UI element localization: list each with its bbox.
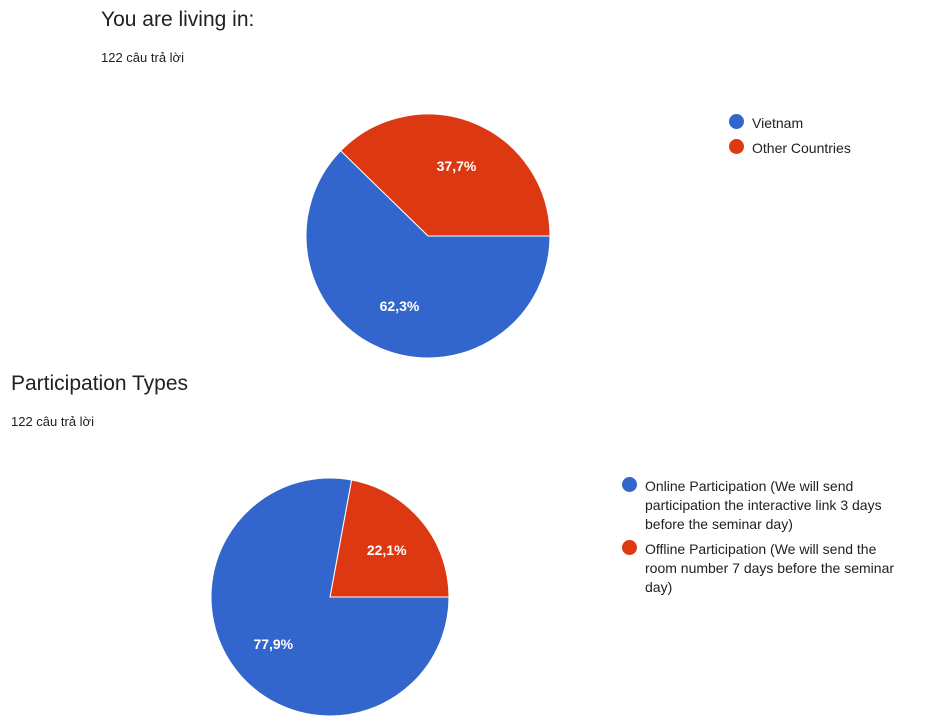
pie-slice-offline[interactable] xyxy=(329,479,450,598)
legend-item-offline[interactable]: Offline Participation (We will send the … xyxy=(622,540,912,597)
legend-label: Vietnam xyxy=(752,115,804,131)
pie-slice-online[interactable] xyxy=(210,477,450,716)
legend-item-online[interactable]: Online Participation (We will send parti… xyxy=(622,477,912,534)
chart-title: You are living in: xyxy=(101,8,255,31)
slice-percent-label: 77,9% xyxy=(253,636,293,652)
slice-percent-label: 22,1% xyxy=(367,542,407,558)
legend-label: Online Participation (We will send parti… xyxy=(645,478,882,532)
legend-dot-icon xyxy=(729,114,744,129)
chart-legend: Vietnam Other Countries xyxy=(729,114,909,164)
chart-legend: Online Participation (We will send parti… xyxy=(622,477,912,603)
legend-label: Offline Participation (We will send the … xyxy=(645,541,895,595)
pie-chart: 37,7% 62,3% xyxy=(305,113,551,359)
pie-slice-vietnam[interactable] xyxy=(305,150,551,359)
legend-dot-icon xyxy=(729,139,744,154)
chart-living-in: You are living in: 122 câu trả lời 37,7%… xyxy=(101,8,909,359)
legend-item-vietnam[interactable]: Vietnam xyxy=(729,114,909,133)
slice-percent-label: 62,3% xyxy=(380,298,420,314)
pie-slice-other[interactable] xyxy=(339,113,551,237)
legend-label: Other Countries xyxy=(752,140,851,156)
response-count: 122 câu trả lời xyxy=(101,50,184,65)
pie-chart: 22,1% 77,9% xyxy=(210,477,450,716)
legend-item-other-countries[interactable]: Other Countries xyxy=(729,139,909,158)
legend-dot-icon xyxy=(622,540,637,555)
legend-dot-icon xyxy=(622,477,637,492)
response-count: 122 câu trả lời xyxy=(11,414,94,429)
slice-percent-label: 37,7% xyxy=(437,158,477,174)
chart-participation-types: Participation Types 122 câu trả lời 22,1… xyxy=(0,370,928,716)
chart-title: Participation Types xyxy=(11,372,189,395)
